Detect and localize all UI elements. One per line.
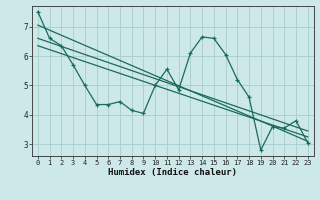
X-axis label: Humidex (Indice chaleur): Humidex (Indice chaleur) [108, 168, 237, 177]
